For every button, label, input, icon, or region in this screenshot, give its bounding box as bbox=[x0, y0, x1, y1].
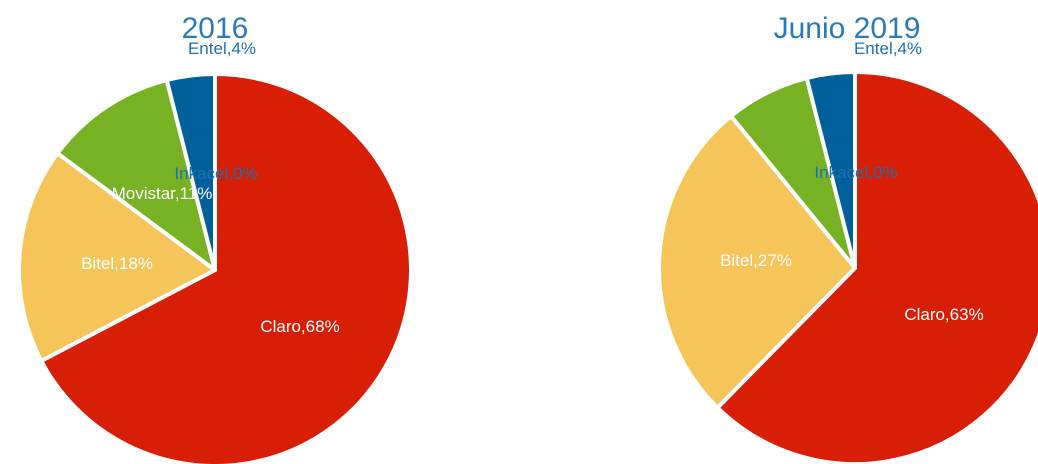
chart-title-junio-2019: Junio 2019 bbox=[774, 12, 921, 45]
pie-chart-2016: 2016 Claro,68% Bitel,18% Movistar,11%Inkace… bbox=[17, 12, 413, 464]
label-inkacel-junio-2019: Inkacel,0% bbox=[814, 163, 897, 182]
slice-entel-2016 bbox=[164, 72, 217, 272]
label-entel-junio-2019: Entel,4% bbox=[854, 39, 922, 58]
label-entel-2016: Entel,4% bbox=[188, 39, 256, 58]
label-claro-junio-2019: Claro,63% bbox=[904, 305, 983, 324]
slice-entel-junio-2019 bbox=[804, 70, 857, 270]
pie-chart-junio-2019: Junio 2019 Claro,63% Bitel,27% Inkacel,0% En… bbox=[657, 12, 1038, 464]
label-bitel-junio-2019: Bitel,27% bbox=[720, 251, 792, 270]
label-bitel-2016: Bitel,18% bbox=[81, 254, 153, 273]
slice-bitel-junio-2019 bbox=[657, 114, 857, 410]
label-movistar-2016: Movistar,11% bbox=[112, 184, 213, 203]
slice-bitel-2016 bbox=[17, 151, 217, 363]
label-claro-2016: Claro,68% bbox=[260, 317, 339, 336]
chart-title-2016: 2016 bbox=[182, 12, 249, 45]
slice-claro-junio-2019 bbox=[715, 70, 1038, 464]
slice-claro-2016 bbox=[39, 72, 413, 464]
label-inkacel-2016: Inkacel,0% bbox=[174, 164, 257, 183]
slice-movistar-2016 bbox=[55, 78, 217, 272]
